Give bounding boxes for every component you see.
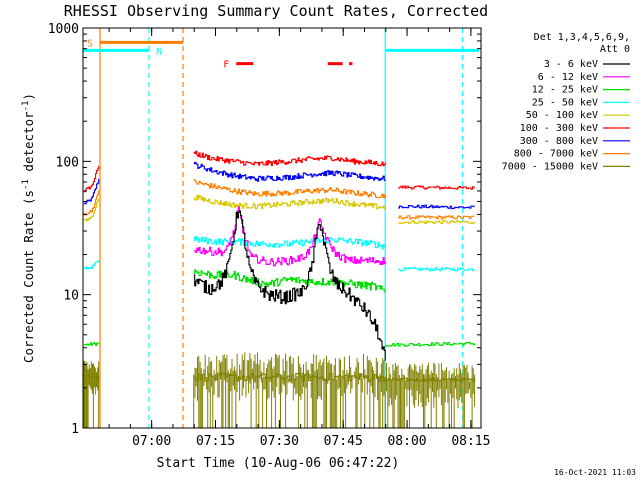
- series-line-6: [193, 161, 386, 182]
- plot-frame: [82, 27, 482, 429]
- y-tick-label-1: 10: [63, 289, 79, 304]
- legend-label-0: 3 - 6 keV: [544, 59, 598, 70]
- x-tick-label-4: 08:00: [387, 434, 426, 449]
- series-baseline-8: [193, 372, 386, 382]
- flag-label-S: S: [87, 38, 93, 49]
- x-tick-label-1: 07:15: [196, 434, 235, 449]
- series-line-5: [193, 150, 386, 167]
- legend-label-5: 100 - 300 keV: [520, 123, 598, 134]
- legend: Det 1,3,4,5,6,9,Att 03 - 6 keV 6 - 12 keV…: [502, 32, 630, 172]
- late-segment-3: [398, 220, 475, 225]
- late-segment-2: [398, 215, 475, 220]
- early-segment-1: [83, 165, 100, 193]
- late-segment-0: [398, 185, 475, 190]
- late-segment-5: [385, 341, 476, 347]
- x-tick-label-5: 08:15: [451, 434, 490, 449]
- early-olive-blocks: [83, 360, 100, 428]
- legend-label-8: 7000 - 15000 keV: [502, 161, 598, 172]
- legend-label-7: 800 - 7000 keV: [514, 149, 598, 160]
- series-line-1: [193, 206, 386, 267]
- early-segment-4: [83, 260, 100, 270]
- legend-label-1: 6 - 12 keV: [538, 72, 598, 83]
- x-axis-label: Start Time (10-Aug-06 06:47:22): [157, 456, 400, 471]
- late-segment-1: [398, 204, 475, 210]
- flag-label-N: N: [156, 46, 162, 57]
- late-segment-4: [398, 267, 475, 272]
- chart-title: RHESSI Observing Summary Count Rates, Co…: [64, 2, 488, 20]
- legend-label-4: 50 - 100 keV: [526, 110, 598, 121]
- x-tick-label-0: 07:00: [132, 434, 171, 449]
- series-line-3: [193, 235, 386, 250]
- legend-label-6: 300 - 800 keV: [520, 136, 598, 147]
- series-line-4: [193, 194, 386, 210]
- early-segment-3: [83, 198, 100, 222]
- legend-label-3: 25 - 50 keV: [532, 97, 598, 108]
- legend-label-2: 12 - 25 keV: [532, 85, 598, 96]
- y-axis-label: Corrected Count Rate (s-1 detector-1): [21, 93, 36, 363]
- legend-header-1: Att 0: [600, 44, 630, 55]
- y-tick-label-3: 1000: [48, 22, 79, 37]
- y-tick-label-2: 100: [56, 155, 79, 170]
- legend-header-0: Det 1,3,4,5,6,9,: [534, 32, 630, 43]
- y-tick-label-0: 1: [71, 422, 79, 437]
- early-segment-5: [83, 342, 100, 346]
- series-line-7: [193, 179, 386, 199]
- timestamp: 16-Oct-2021 11:03: [554, 468, 636, 477]
- series-line-0: [193, 210, 386, 361]
- early-segment-0: [83, 178, 100, 205]
- x-tick-label-2: 07:30: [260, 434, 299, 449]
- flag-label-F: F: [223, 60, 229, 71]
- x-tick-label-3: 07:45: [324, 434, 363, 449]
- late-olive-blocks: [386, 362, 476, 428]
